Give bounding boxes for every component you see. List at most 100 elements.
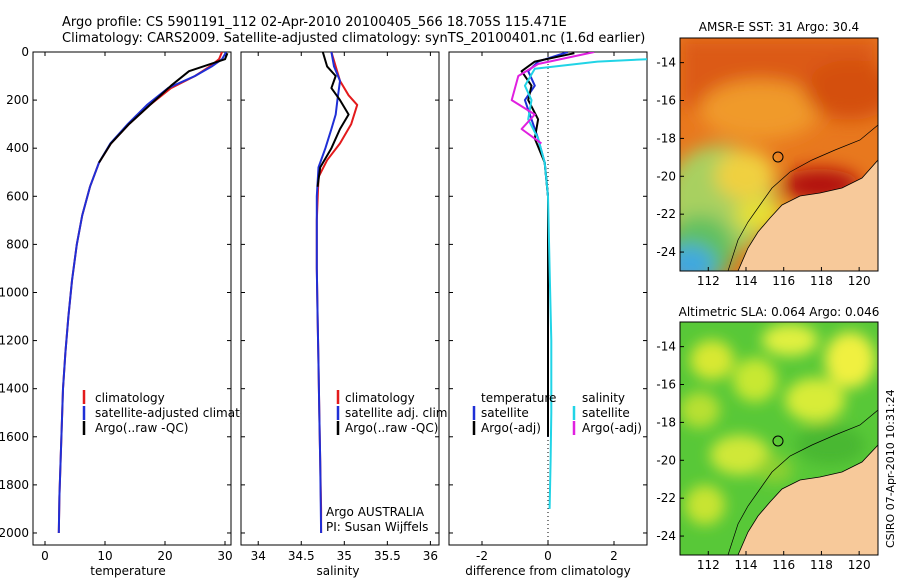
legend-label-climatology: climatology xyxy=(95,391,165,405)
map-x-tick-label: 114 xyxy=(735,274,758,288)
difference-legend: temperature satellite Argo(-adj) salinit… xyxy=(472,391,642,435)
map-x-tick-label: 116 xyxy=(772,274,795,288)
map-y-tick-label: -14 xyxy=(656,340,676,354)
pi-label: PI: Susan Wijffels xyxy=(326,520,428,534)
x-tick-label: 30 xyxy=(217,549,232,563)
temperature-x-label: temperature xyxy=(90,564,165,578)
temperature-ticks: 0 10 20 30 0 200 400 600 800 1000 1200 1400 1600 1800… xyxy=(0,45,233,563)
sst-map-ticks: 112 114 116 118 120 -14 -16 -18 -20 -22 -24 xyxy=(656,56,870,288)
legend-label-temp-satellite: satellite xyxy=(481,406,529,420)
sla-map-ticks: 112 114 116 118 120 -14 -16 -18 -20 -22 -24 xyxy=(656,340,870,572)
x-tick-label: 34 xyxy=(251,549,266,563)
map-x-tick-label: 120 xyxy=(848,558,871,572)
sla-land xyxy=(737,444,878,555)
y-tick-label: 1200 xyxy=(0,334,29,348)
legend-label-argo: Argo(..raw -QC) xyxy=(345,421,438,435)
salinity-legend: climatology satellite adj. clim. Argo(..… xyxy=(336,390,451,435)
map-y-tick-label: -24 xyxy=(656,245,676,259)
map-x-tick-label: 120 xyxy=(848,274,871,288)
sst-argo-position-marker xyxy=(772,151,784,163)
map-x-tick-label: 118 xyxy=(810,274,833,288)
x-tick-label: 20 xyxy=(157,549,172,563)
x-tick-label: 10 xyxy=(97,549,112,563)
legend-label-climatology: climatology xyxy=(345,391,415,405)
sst-map-title: AMSR-E SST: 31 Argo: 30.4 xyxy=(699,20,859,34)
map-y-tick-label: -20 xyxy=(656,169,676,183)
map-x-tick-label: 112 xyxy=(697,558,720,572)
legend-heading-salinity: salinity xyxy=(582,391,625,405)
sst-shelf-contour xyxy=(727,124,878,271)
sla-argo-position-marker xyxy=(772,435,784,447)
difference-ticks: -2 0 2 xyxy=(449,51,647,563)
y-tick-label: 800 xyxy=(6,237,29,251)
salinity-axes xyxy=(240,51,440,546)
y-tick-label: 1800 xyxy=(0,478,29,492)
salinity-series xyxy=(315,52,359,534)
y-tick-label: 1000 xyxy=(0,285,29,299)
sla-field-blobs xyxy=(680,324,875,525)
legend-label-argo: Argo(..raw -QC) xyxy=(95,421,188,435)
series-line-salinity-satellite xyxy=(523,58,647,509)
temperature-legend: climatology satellite-adjusted climatolo… xyxy=(82,390,273,435)
series-line-argo-raw-qc xyxy=(316,52,350,187)
map-y-tick-label: -16 xyxy=(656,94,676,108)
legend-label-satellite: satellite-adjusted climatology xyxy=(95,406,273,420)
temperature-panel: 0 10 20 30 0 200 400 600 800 1000 1200 1400 1600 1800… xyxy=(0,45,273,578)
y-tick-label: 1600 xyxy=(0,430,29,444)
legend-heading-temperature: temperature xyxy=(481,391,556,405)
x-tick-label: 35 xyxy=(337,549,352,563)
x-tick-label: 36 xyxy=(423,549,438,563)
x-tick-label: 2 xyxy=(610,549,618,563)
map-y-tick-label: -22 xyxy=(656,491,676,505)
series-line-salinity-argo-adj xyxy=(510,52,595,145)
series-line-satellite-adj-clim xyxy=(315,52,341,534)
salinity-panel: 34 34.5 35 35.5 36 salinity climatology sate… xyxy=(240,51,451,578)
salinity-x-label: salinity xyxy=(316,564,359,578)
map-y-tick-label: -14 xyxy=(656,56,676,70)
y-tick-label: 2000 xyxy=(0,526,29,540)
series-line-satellite-adjusted-climatology xyxy=(57,52,228,534)
sst-map-panel: AMSR-E SST: 31 Argo: 30.4 112 114 116 118 12… xyxy=(656,20,879,288)
difference-panel: -2 0 2 difference from climatology tempera… xyxy=(448,51,648,578)
map-y-tick-label: -18 xyxy=(656,415,676,429)
sla-map-frame xyxy=(679,321,879,556)
legend-label-temp-argo: Argo(-adj) xyxy=(481,421,541,435)
x-tick-label: 0 xyxy=(544,549,552,563)
sla-shelf-contour xyxy=(727,409,878,555)
credit-stamp: CSIRO 07-Apr-2010 10:31:24 xyxy=(884,389,897,548)
y-tick-label: 0 xyxy=(21,45,29,59)
map-x-tick-label: 116 xyxy=(772,558,795,572)
map-x-tick-label: 114 xyxy=(735,558,758,572)
x-tick-label: 35.5 xyxy=(374,549,401,563)
map-x-tick-label: 112 xyxy=(697,274,720,288)
legend-label-sal-argo: Argo(-adj) xyxy=(582,421,642,435)
map-x-tick-label: 118 xyxy=(810,558,833,572)
series-line-temperature-argo-adj xyxy=(520,52,575,437)
difference-x-label: difference from climatology xyxy=(465,564,631,578)
map-y-tick-label: -18 xyxy=(656,131,676,145)
sla-map-panel: Altimetric SLA: 0.064 Argo: 0.046 112 114… xyxy=(656,305,879,572)
figure-title-line2: Climatology: CARS2009. Satellite-adjuste… xyxy=(62,31,645,46)
figure-title-line1: Argo profile: CS 5901191_112 02-Apr-2010… xyxy=(62,15,567,30)
sst-map-frame xyxy=(679,37,879,272)
sst-field-gradients xyxy=(680,38,878,271)
y-tick-label: 400 xyxy=(6,141,29,155)
legend-label-sal-satellite: satellite xyxy=(582,406,630,420)
map-y-tick-label: -24 xyxy=(656,529,676,543)
temperature-series xyxy=(57,52,229,534)
x-tick-label: -2 xyxy=(476,549,488,563)
y-tick-label: 600 xyxy=(6,189,29,203)
map-y-tick-label: -16 xyxy=(656,378,676,392)
y-tick-label: 1400 xyxy=(0,382,29,396)
legend-label-satellite: satellite adj. clim. xyxy=(345,406,451,420)
series-line-argo-raw-qc xyxy=(98,52,229,164)
salinity-ticks: 34 34.5 35 35.5 36 xyxy=(241,51,439,563)
x-tick-label: 34.5 xyxy=(288,549,315,563)
map-y-tick-label: -20 xyxy=(656,453,676,467)
argo-program-label: Argo AUSTRALIA xyxy=(326,505,425,519)
difference-series xyxy=(510,52,647,509)
sla-map-title: Altimetric SLA: 0.064 Argo: 0.046 xyxy=(679,305,880,319)
x-tick-label: 0 xyxy=(41,549,49,563)
sst-land xyxy=(737,159,878,271)
